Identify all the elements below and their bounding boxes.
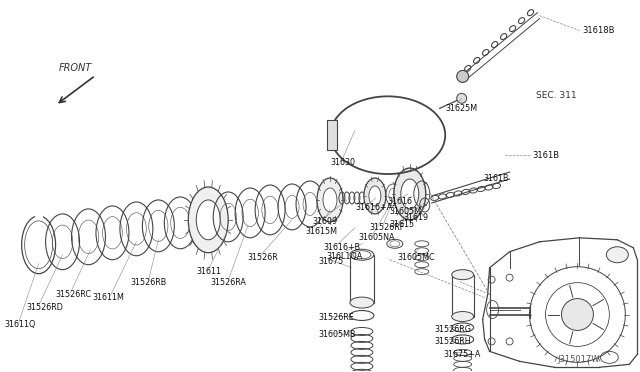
Ellipse shape <box>369 186 381 206</box>
Bar <box>350 255 374 302</box>
Text: 31605MB: 31605MB <box>318 330 355 339</box>
Circle shape <box>457 70 468 82</box>
Text: 31611Q: 31611Q <box>4 320 36 329</box>
Text: 31630: 31630 <box>330 158 355 167</box>
Text: 31616+B: 31616+B <box>323 243 360 252</box>
Text: 31605MC: 31605MC <box>398 253 435 262</box>
Text: 31526RC: 31526RC <box>56 290 92 299</box>
Ellipse shape <box>452 270 474 280</box>
Ellipse shape <box>323 188 337 212</box>
Text: 31616: 31616 <box>388 198 413 206</box>
Bar <box>327 120 337 150</box>
Text: 31675: 31675 <box>318 257 343 266</box>
Ellipse shape <box>188 187 228 253</box>
Text: 31526RD: 31526RD <box>27 303 63 312</box>
Ellipse shape <box>364 178 386 214</box>
Text: J315017W: J315017W <box>557 355 600 364</box>
Ellipse shape <box>317 178 343 222</box>
Text: 31526RB: 31526RB <box>131 278 166 287</box>
Circle shape <box>457 93 467 103</box>
Text: FRONT: FRONT <box>59 64 92 73</box>
Ellipse shape <box>401 179 419 209</box>
Text: 31609: 31609 <box>312 217 337 227</box>
Ellipse shape <box>350 297 374 308</box>
Text: 3161B: 3161B <box>532 151 559 160</box>
Text: 31615M: 31615M <box>305 227 337 236</box>
Text: SEC. 311: SEC. 311 <box>536 91 576 100</box>
Text: 31616+A: 31616+A <box>355 203 392 212</box>
Bar <box>35 214 43 220</box>
Text: 31526RG: 31526RG <box>435 325 472 334</box>
Text: 3161B: 3161B <box>484 173 509 183</box>
Ellipse shape <box>452 311 474 321</box>
Text: 31605NA: 31605NA <box>359 233 396 242</box>
Bar <box>452 275 474 317</box>
Circle shape <box>561 299 593 330</box>
Text: 316L1QA: 316L1QA <box>326 252 362 261</box>
Ellipse shape <box>394 168 426 220</box>
Text: 31615: 31615 <box>390 220 415 230</box>
Text: 31526R: 31526R <box>247 253 278 262</box>
Text: 31619: 31619 <box>404 214 429 222</box>
Ellipse shape <box>196 200 220 240</box>
Text: 31675+A: 31675+A <box>444 350 481 359</box>
Ellipse shape <box>606 247 628 263</box>
Text: 31625M: 31625M <box>445 104 478 113</box>
Text: 31618B: 31618B <box>582 26 615 35</box>
Ellipse shape <box>353 251 371 259</box>
Ellipse shape <box>350 249 374 260</box>
Text: 31526RH: 31526RH <box>435 337 472 346</box>
Text: 31611: 31611 <box>196 267 221 276</box>
Text: 31611M: 31611M <box>93 293 124 302</box>
Text: 31526RA: 31526RA <box>210 278 246 287</box>
Text: 31605M: 31605M <box>390 208 422 217</box>
Text: 31526RE: 31526RE <box>318 313 354 322</box>
Text: 31526RF: 31526RF <box>370 223 405 232</box>
